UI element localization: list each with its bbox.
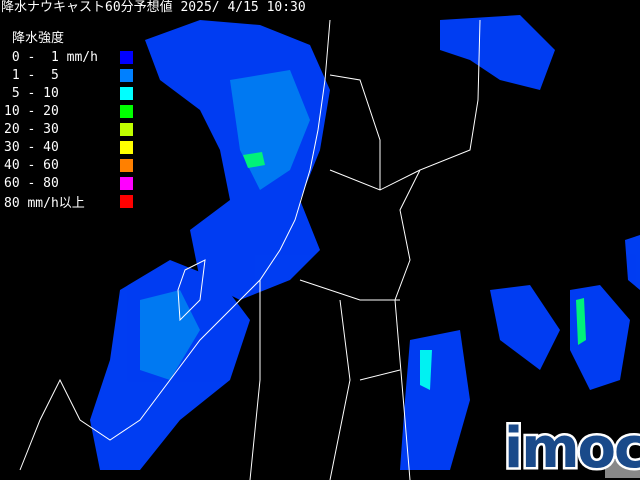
legend-item: 30 - 40 [4,138,133,156]
legend-label: 10 - 20 [4,103,59,119]
precipitation-echoes [90,15,640,470]
border-2 [299,279,400,301]
legend-label: 60 - 80 [4,175,59,191]
legend-swatch [120,50,133,64]
coastline-west [19,19,331,471]
legend-item: 80 mm/h以上 [4,192,133,211]
legend-label: 80 mm/h以上 [4,195,85,211]
border-4 [329,299,351,480]
sado-island [177,259,206,322]
border-3 [249,280,261,480]
coastline-east [394,19,481,480]
echo-blob-east [570,285,630,390]
echo-blob-core [243,152,265,168]
legend-swatch [120,68,133,82]
echo-blob-southeast [400,330,470,470]
border-1 [329,169,421,191]
legend-item: 10 - 20 [4,102,133,120]
legend-swatch [120,104,133,118]
imoc-logo: imoc [502,414,640,478]
legend-item: 20 - 30 [4,120,133,138]
legend-swatch [120,140,133,154]
legend-swatch [120,86,133,100]
legend-item: 40 - 60 [4,156,133,174]
map-title: 降水ナウキャスト60分予想値 2025/ 4/15 10:30 [1,0,308,16]
legend-label: 20 - 30 [4,121,59,137]
echo-se-core [420,350,432,390]
legend-label: 40 - 60 [4,157,59,173]
legend-item: 1 - 5 [4,66,133,84]
legend-swatch [120,194,133,208]
legend-label: 0 - 1 mm/h [4,49,98,65]
legend-label: 1 - 5 [4,67,59,83]
border-5 [329,74,381,190]
legend-label: 30 - 40 [4,139,59,155]
precipitation-legend: 降水強度 0 - 1 mm/h 1 - 5 5 - 10 10 - 20 20 … [4,30,133,211]
echo-blob-east2 [490,285,560,370]
echo-blob-east3 [625,235,640,290]
echo-blob-northeast [440,15,555,90]
legend-label: 5 - 10 [4,85,59,101]
legend-swatch [120,176,133,190]
echo-blob-west-light [140,290,200,380]
svg-text:imoc: imoc [504,416,640,478]
legend-item: 5 - 10 [4,84,133,102]
echo-blob-north [145,20,330,300]
echo-east-core [576,298,586,345]
border-6 [359,369,401,381]
legend-item: 60 - 80 [4,174,133,192]
prefecture-borders [19,19,481,480]
legend-heading: 降水強度 [12,31,65,46]
legend-swatch [120,122,133,136]
legend-swatch [120,158,133,172]
legend-item: 0 - 1 mm/h [4,48,133,66]
